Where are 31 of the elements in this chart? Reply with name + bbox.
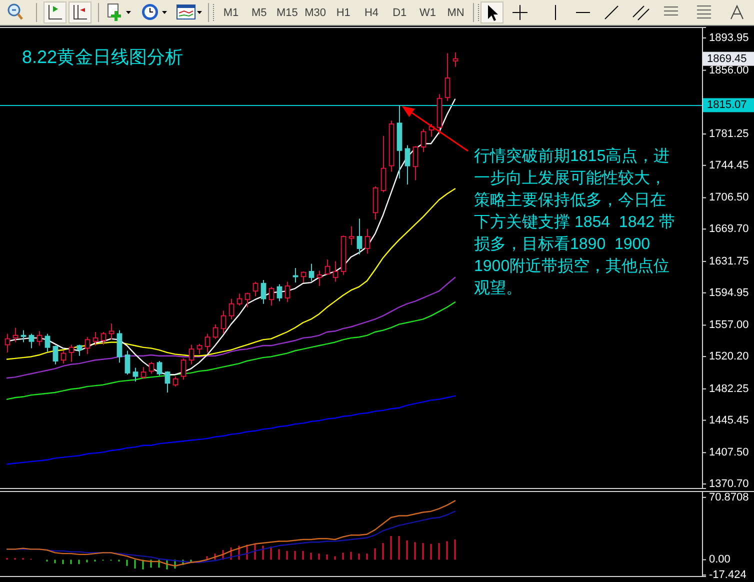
toolbar-label: M5 xyxy=(251,7,267,19)
annotation: 行情突破前期1815高点，进一步向上发展可能性较大，策略主要保持低多，今日在下方关键支撑 1854 1842 带损多，目标看1890 1900 1900附近带损空，其他点位观望。 xyxy=(474,147,675,297)
toolbar-label: M15 xyxy=(276,7,298,19)
y-tick-label: 1557.00 xyxy=(709,319,749,332)
toolbar-label: H1 xyxy=(336,7,350,19)
ref-tag: 1815.07 xyxy=(703,98,754,112)
y-tick-label: -17.424 xyxy=(709,569,746,582)
y-tick-label: 1893.95 xyxy=(709,32,749,44)
y-tick-label: 1370.70 xyxy=(709,478,749,490)
y-tick-label: 1856.00 xyxy=(709,64,749,76)
toolbar-label: D1 xyxy=(392,7,407,19)
toolbar-label: MN xyxy=(447,7,464,19)
price-tag: 1869.45 xyxy=(703,52,754,66)
toolbar-label: H4 xyxy=(364,7,379,19)
y-tick-label: 1744.45 xyxy=(709,159,749,172)
y-tick-label: 70.8708 xyxy=(709,491,749,504)
toolbar-label: W1 xyxy=(419,7,436,19)
toolbar-label: M30 xyxy=(304,7,326,19)
y-tick-label: 1669.70 xyxy=(709,223,749,236)
y-tick-label: 1594.95 xyxy=(709,286,749,299)
y-tick-label: 1781.25 xyxy=(709,128,749,140)
y-tick-label: 1445.45 xyxy=(709,414,749,426)
y-tick-label: 1631.75 xyxy=(709,255,749,268)
y-tick-label: 1706.50 xyxy=(709,192,749,204)
y-tick-label: 1520.20 xyxy=(709,350,749,363)
ref-line-label: 1815.07 xyxy=(707,99,747,112)
y-tick-label: 0.00 xyxy=(709,554,730,566)
y-tick-label: 1407.50 xyxy=(709,446,749,459)
text: 8.22黄金日线图分析 xyxy=(22,47,184,67)
toolbar-label: M1 xyxy=(223,7,239,19)
y-tick-label: 1482.25 xyxy=(709,382,749,395)
